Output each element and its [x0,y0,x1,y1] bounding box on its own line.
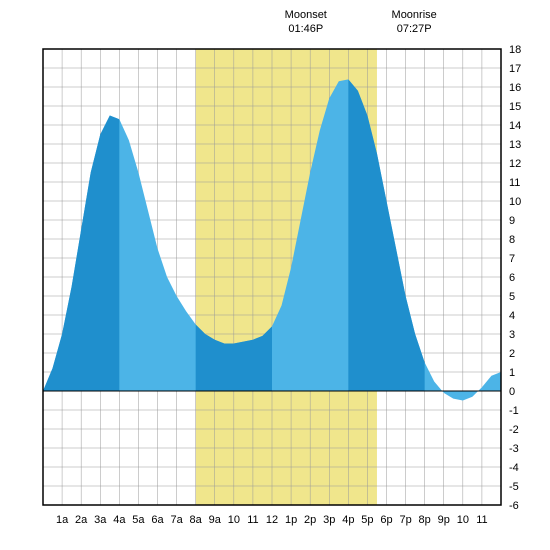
x-tick-label: 4p [342,514,354,526]
x-tick-label: 9p [438,514,450,526]
x-tick-label: 10 [228,514,240,526]
chart-svg: 1a2a3a4a5a6a7a8a9a1011121p2p3p4p5p6p7p8p… [0,0,550,550]
x-tick-label: 2a [75,514,88,526]
y-tick-label: 5 [509,291,515,303]
x-tick-label: 10 [457,514,469,526]
y-tick-label: -2 [509,424,519,436]
x-tick-label: 2p [304,514,316,526]
y-tick-label: -3 [509,443,519,455]
moonset-time: 01:46P [288,23,323,35]
y-tick-label: 11 [509,177,520,189]
x-tick-label: 3p [323,514,335,526]
y-tick-label: 4 [509,310,515,322]
x-tick-label: 11 [476,514,487,526]
tide-chart: 1a2a3a4a5a6a7a8a9a1011121p2p3p4p5p6p7p8p… [0,0,550,550]
x-tick-label: 5p [361,514,373,526]
x-tick-label: 7a [170,514,183,526]
x-tick-label: 11 [247,514,258,526]
y-tick-label: 1 [509,367,515,379]
y-tick-label: -6 [509,500,519,512]
y-tick-label: 16 [509,82,521,94]
y-tick-label: -1 [509,405,519,417]
x-tick-label: 6p [380,514,392,526]
x-tick-label: 8a [190,514,203,526]
y-tick-label: 10 [509,196,521,208]
x-tick-label: 5a [132,514,145,526]
x-tick-label: 1a [56,514,69,526]
y-tick-label: 2 [509,348,515,360]
y-tick-label: 3 [509,329,515,341]
moonrise-time: 07:27P [397,23,432,35]
x-tick-label: 7p [399,514,411,526]
y-tick-label: 0 [509,386,515,398]
moonset-label: Moonset [285,9,327,21]
x-tick-label: 1p [285,514,297,526]
y-tick-label: 13 [509,139,521,151]
y-tick-label: 8 [509,234,515,246]
x-tick-label: 3a [94,514,107,526]
x-tick-label: 8p [419,514,431,526]
y-tick-label: 7 [509,253,515,265]
y-tick-label: 14 [509,120,521,132]
y-tick-label: 12 [509,158,521,170]
y-tick-label: 17 [509,63,521,75]
y-tick-label: 6 [509,272,515,284]
x-tick-label: 12 [266,514,278,526]
y-tick-label: -5 [509,481,519,493]
y-tick-label: -4 [509,462,519,474]
y-tick-label: 18 [509,44,521,56]
x-tick-label: 6a [151,514,164,526]
x-tick-label: 4a [113,514,126,526]
x-tick-label: 9a [209,514,222,526]
y-tick-label: 15 [509,101,521,113]
y-tick-label: 9 [509,215,515,227]
moonrise-label: Moonrise [392,9,437,21]
